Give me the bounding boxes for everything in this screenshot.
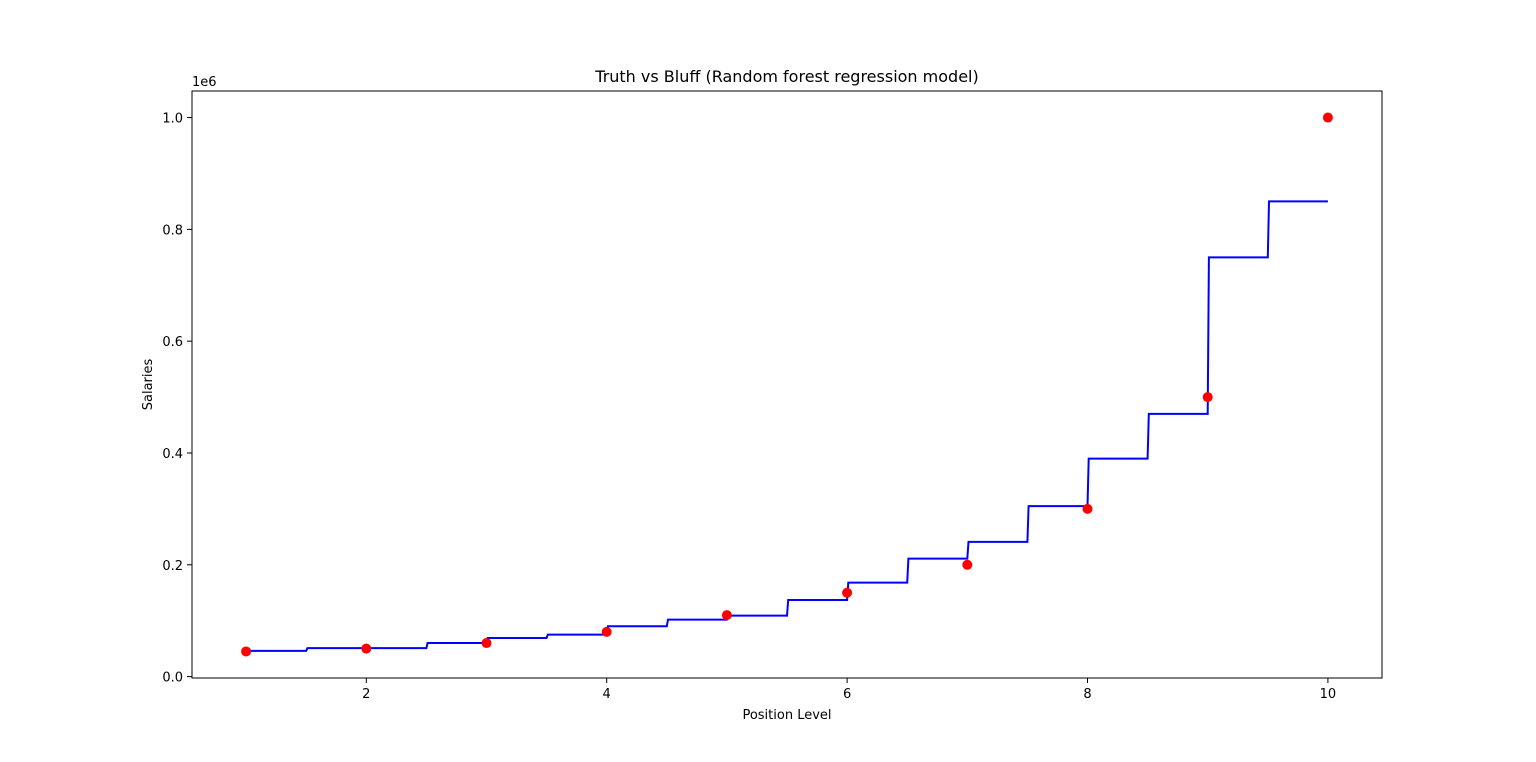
x-tick-label: 2 <box>362 687 370 702</box>
y-tick-label: 0.0 <box>162 671 183 686</box>
data-point <box>361 643 372 654</box>
data-point <box>1322 112 1333 123</box>
data-point <box>1202 392 1213 403</box>
x-tick-label: 6 <box>843 687 851 702</box>
data-point <box>601 626 612 637</box>
x-tick-label: 4 <box>603 687 611 702</box>
x-tick-label: 10 <box>1320 687 1337 702</box>
data-point <box>1082 503 1093 514</box>
y-axis-label: Salaries <box>141 359 156 411</box>
x-axis-label: Position Level <box>742 708 831 723</box>
data-point <box>721 610 732 621</box>
data-point <box>842 587 853 598</box>
y-tick-label: 0.4 <box>162 447 183 462</box>
y-axis-offset-label: 1e6 <box>192 75 217 90</box>
axes-frame <box>191 90 1383 679</box>
y-tick-label: 0.6 <box>162 335 183 350</box>
x-tick-label: 8 <box>1083 687 1091 702</box>
x-axis: 2 4 6 8 10 <box>362 678 1336 702</box>
data-point <box>481 638 492 649</box>
y-tick-label: 0.2 <box>162 559 183 574</box>
y-tick-label: 1.0 <box>162 112 183 127</box>
y-axis: 0.0 0.2 0.4 0.6 0.8 1.0 <box>162 112 192 686</box>
data-point <box>241 646 252 657</box>
data-point <box>962 559 973 570</box>
chart-title: Truth vs Bluff (Random forest regression… <box>594 67 978 86</box>
y-tick-label: 0.8 <box>162 223 183 238</box>
plot-area <box>241 112 1333 657</box>
